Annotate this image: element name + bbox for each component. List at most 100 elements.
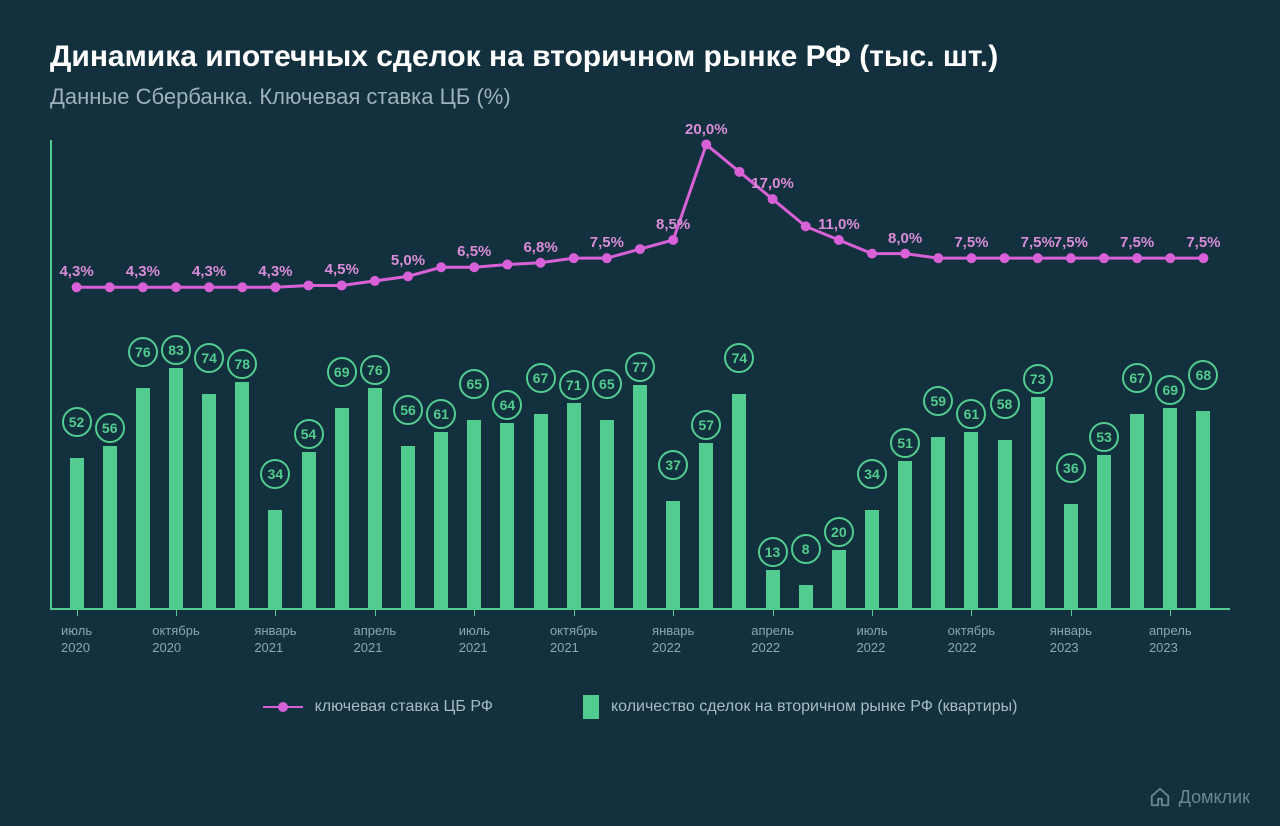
rate-marker (1199, 254, 1208, 263)
bar (434, 432, 448, 608)
rate-marker (536, 258, 545, 267)
rate-marker (967, 254, 976, 263)
bar (766, 570, 780, 608)
bar-value-bubble: 65 (459, 369, 489, 399)
bar (368, 388, 382, 608)
bar-value-bubble: 76 (360, 355, 390, 385)
rate-marker (669, 236, 678, 245)
rate-marker (636, 245, 645, 254)
legend-bar-icon (583, 695, 599, 719)
rate-marker (702, 140, 711, 149)
rate-marker (503, 260, 512, 269)
bar (169, 368, 183, 608)
legend-line-icon (263, 706, 303, 708)
rate-marker (901, 249, 910, 258)
bar (103, 446, 117, 608)
house-icon (1149, 786, 1171, 808)
bar-value-bubble: 20 (824, 517, 854, 547)
bar-value-bubble: 74 (194, 343, 224, 373)
bar-value-bubble: 34 (857, 459, 887, 489)
bar-value-bubble: 56 (393, 395, 423, 425)
rate-label: 17,0% (751, 175, 794, 192)
rate-marker (404, 272, 413, 281)
x-axis-label: апрель2021 (354, 623, 397, 657)
rate-marker (868, 249, 877, 258)
bar-value-bubble: 52 (62, 407, 92, 437)
bar (136, 388, 150, 608)
bar-value-bubble: 69 (327, 357, 357, 387)
rate-label: 6,8% (523, 239, 557, 256)
rate-label: 7,5% (1021, 234, 1055, 251)
x-axis-label: январь2023 (1050, 623, 1092, 657)
rate-label: 20,0% (685, 121, 728, 138)
bar (401, 446, 415, 608)
bar-value-bubble: 71 (559, 370, 589, 400)
rate-label: 7,5% (1186, 234, 1220, 251)
rate-label: 4,3% (126, 263, 160, 280)
x-axis-label: январь2022 (652, 623, 694, 657)
bar-value-bubble: 54 (294, 419, 324, 449)
x-axis-label: апрель2022 (751, 623, 794, 657)
x-axis-label: июль2021 (459, 623, 490, 657)
chart-title: Динамика ипотечных сделок на вторичном р… (50, 40, 1230, 74)
chart-area: 4,3%4,3%4,3%4,3%4,5%5,0%6,5%6,8%7,5%8,5%… (50, 140, 1230, 670)
bar (534, 414, 548, 608)
rate-marker (370, 276, 379, 285)
bar (998, 440, 1012, 608)
rate-label: 7,5% (1120, 234, 1154, 251)
bar (1196, 411, 1210, 608)
bar-value-bubble: 76 (128, 337, 158, 367)
bar (467, 420, 481, 608)
bar-value-bubble: 67 (1122, 363, 1152, 393)
bar-value-bubble: 13 (758, 537, 788, 567)
bar-value-bubble: 56 (95, 413, 125, 443)
x-axis (50, 608, 1230, 610)
legend-item-line: ключевая ставка ЦБ РФ (263, 695, 493, 719)
rate-marker (735, 167, 744, 176)
bar (500, 423, 514, 608)
x-axis-label: апрель2023 (1149, 623, 1192, 657)
bar-value-bubble: 61 (426, 399, 456, 429)
rate-marker (205, 283, 214, 292)
rate-label: 7,5% (954, 234, 988, 251)
y-axis (50, 140, 52, 610)
rate-marker (1133, 254, 1142, 263)
legend: ключевая ставка ЦБ РФ количество сделок … (50, 695, 1230, 719)
bar (832, 550, 846, 608)
bar-value-bubble: 61 (956, 399, 986, 429)
rate-marker (768, 195, 777, 204)
rate-marker (834, 236, 843, 245)
x-axis-label: январь2021 (254, 623, 296, 657)
bar-value-bubble: 8 (791, 534, 821, 564)
bar-value-bubble: 77 (625, 352, 655, 382)
bar (1097, 455, 1111, 608)
rate-marker (602, 254, 611, 263)
rate-label: 7,5% (1054, 234, 1088, 251)
bar (600, 420, 614, 608)
bar (335, 408, 349, 608)
chart-subtitle: Данные Сбербанка. Ключевая ставка ЦБ (%) (50, 84, 1230, 110)
rate-marker (569, 254, 578, 263)
bar (1031, 397, 1045, 608)
bar-value-bubble: 68 (1188, 360, 1218, 390)
bar-value-bubble: 78 (227, 349, 257, 379)
rate-label: 11,0% (818, 216, 860, 233)
rate-marker (138, 283, 147, 292)
bar (666, 501, 680, 608)
x-axis-label: октябрь2022 (948, 623, 996, 657)
rate-marker (337, 281, 346, 290)
rate-marker (304, 281, 313, 290)
legend-line-label: ключевая ставка ЦБ РФ (315, 698, 493, 716)
rate-label: 8,0% (888, 230, 922, 247)
x-axis-label: октябрь2021 (550, 623, 598, 657)
bar-value-bubble: 36 (1056, 453, 1086, 483)
rate-label: 5,0% (391, 252, 425, 269)
legend-bar-label: количество сделок на вторичном рынке РФ … (611, 698, 1017, 716)
bar (964, 432, 978, 608)
bar (732, 394, 746, 608)
bar (70, 458, 84, 608)
bar (302, 452, 316, 608)
bar-value-bubble: 51 (890, 428, 920, 458)
bar-value-bubble: 37 (658, 450, 688, 480)
bars-region: 5256768374783454697656616564677165773757… (60, 348, 1230, 608)
